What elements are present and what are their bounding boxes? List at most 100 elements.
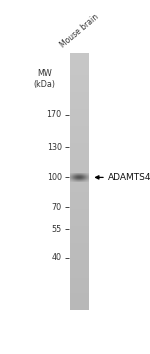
Text: 40: 40 <box>52 253 62 262</box>
Bar <box>70 297 88 299</box>
Text: 130: 130 <box>47 143 62 152</box>
Bar <box>70 220 88 222</box>
Bar <box>70 303 88 306</box>
Bar <box>70 201 88 203</box>
Bar <box>70 295 88 297</box>
Bar <box>70 120 88 122</box>
Bar <box>70 68 88 70</box>
Bar <box>70 205 88 207</box>
Bar <box>70 263 88 265</box>
Bar <box>70 230 88 233</box>
Bar <box>70 241 88 244</box>
Bar <box>70 228 88 230</box>
Bar <box>70 115 88 118</box>
Bar <box>70 100 88 103</box>
Bar <box>70 70 88 73</box>
Bar <box>70 203 88 205</box>
Bar <box>70 141 88 143</box>
Text: MW
(kDa): MW (kDa) <box>33 69 55 89</box>
Bar <box>70 218 88 220</box>
Bar <box>70 147 88 149</box>
Bar <box>70 186 88 188</box>
Bar <box>70 216 88 218</box>
Bar <box>70 258 88 261</box>
Bar <box>70 184 88 186</box>
Bar <box>70 286 88 288</box>
Text: 70: 70 <box>52 203 62 212</box>
Bar <box>70 248 88 250</box>
Bar <box>70 171 88 173</box>
Text: 100: 100 <box>47 173 62 182</box>
Bar <box>70 53 88 56</box>
Bar <box>70 103 88 105</box>
Bar <box>70 87 88 90</box>
Bar <box>70 130 88 132</box>
Bar <box>70 275 88 278</box>
Bar <box>70 56 88 58</box>
Bar <box>70 90 88 92</box>
Bar <box>70 96 88 98</box>
Bar <box>70 132 88 135</box>
Bar <box>70 190 88 192</box>
Text: 55: 55 <box>51 225 62 234</box>
Bar <box>70 137 88 139</box>
Bar <box>70 254 88 256</box>
Bar <box>70 164 88 166</box>
Bar <box>70 269 88 271</box>
Bar <box>70 233 88 235</box>
Bar <box>70 122 88 124</box>
Bar <box>70 149 88 152</box>
Bar <box>70 58 88 60</box>
Bar <box>70 271 88 273</box>
Bar <box>70 158 88 160</box>
Bar <box>70 278 88 280</box>
Bar <box>70 244 88 246</box>
Bar <box>70 192 88 194</box>
Bar <box>70 239 88 241</box>
Bar <box>70 173 88 175</box>
Bar <box>70 156 88 158</box>
Bar <box>70 124 88 126</box>
Bar <box>70 288 88 290</box>
Bar <box>70 143 88 145</box>
Bar <box>70 126 88 128</box>
Bar <box>70 256 88 258</box>
Bar <box>70 175 88 177</box>
Bar <box>70 301 88 303</box>
Bar <box>70 250 88 252</box>
Bar <box>70 299 88 301</box>
Bar <box>70 207 88 209</box>
Bar <box>70 199 88 201</box>
Bar <box>70 280 88 282</box>
Bar <box>70 213 88 216</box>
Bar <box>70 224 88 226</box>
Bar <box>70 222 88 224</box>
Bar <box>70 105 88 107</box>
Text: 170: 170 <box>47 110 62 119</box>
Bar <box>70 209 88 211</box>
Bar <box>70 306 88 308</box>
Bar <box>70 83 88 85</box>
Bar <box>70 111 88 113</box>
Bar <box>70 261 88 263</box>
Bar <box>70 66 88 68</box>
Bar <box>70 273 88 275</box>
Bar <box>70 152 88 154</box>
Bar <box>70 284 88 286</box>
Bar <box>70 290 88 292</box>
Bar <box>70 79 88 81</box>
Bar <box>70 92 88 94</box>
Bar <box>70 166 88 169</box>
Bar <box>70 145 88 147</box>
Bar <box>70 182 88 184</box>
Bar <box>70 211 88 213</box>
Bar <box>70 252 88 254</box>
Bar <box>70 64 88 66</box>
Bar <box>70 160 88 162</box>
Bar <box>70 226 88 228</box>
Bar <box>70 267 88 269</box>
Bar <box>70 77 88 79</box>
Bar <box>70 85 88 87</box>
Bar <box>70 154 88 156</box>
Bar <box>70 94 88 96</box>
